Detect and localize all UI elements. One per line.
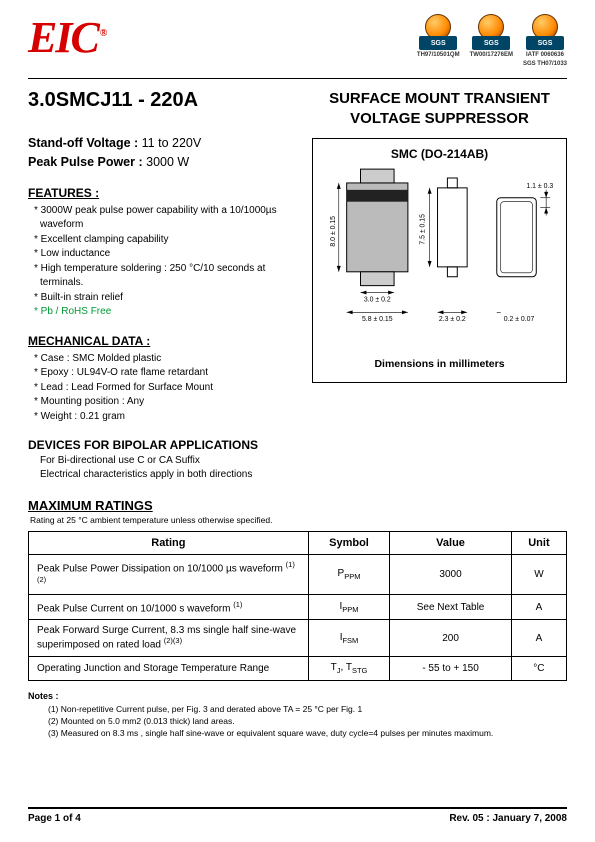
rating-cell: Peak Pulse Current on 10/1000 s waveform… xyxy=(29,595,309,620)
package-title: SMC (DO-214AB) xyxy=(321,147,558,161)
value-cell: 3000 xyxy=(390,555,512,595)
feature-item: * Pb / RoHS Free xyxy=(34,305,292,320)
feature-item: * 3000W peak pulse power capability with… xyxy=(34,204,292,233)
spec-standoff: Stand-off Voltage : 11 to 220V Peak Puls… xyxy=(28,134,292,172)
devices-body: For Bi-directional use C or CA SuffixEle… xyxy=(28,454,292,482)
cert-code: IATF 0060636 xyxy=(526,52,564,59)
symbol-cell: PPPM xyxy=(308,555,390,595)
cert-code-2: SGS TH07/1033 xyxy=(523,61,567,68)
standoff-label: Stand-off Voltage : xyxy=(28,136,138,150)
certification-badge: SGS TH97/10501QM xyxy=(417,12,460,68)
dim-7-5: 7.5 ± 0.15 xyxy=(420,214,427,245)
badge-icon: SGS xyxy=(472,12,510,50)
rating-cell: Operating Junction and Storage Temperatu… xyxy=(29,656,309,680)
mechanical-item: * Mounting position : Any xyxy=(34,395,292,410)
part-number: 3.0SMCJ11 - 220A xyxy=(28,89,292,112)
rating-cell: Peak Pulse Power Dissipation on 10/1000 … xyxy=(29,555,309,595)
table-body: Peak Pulse Power Dissipation on 10/1000 … xyxy=(29,555,567,680)
revision-date: Rev. 05 : January 7, 2008 xyxy=(449,813,567,824)
mechanical-list: * Case : SMC Molded plastic* Epoxy : UL9… xyxy=(28,352,292,425)
badge-icon: SGS xyxy=(419,12,457,50)
table-header-cell: Symbol xyxy=(308,532,390,555)
devices-line: For Bi-directional use C or CA Suffix xyxy=(40,454,292,468)
max-ratings-heading: MAXIMUM RATINGS xyxy=(28,498,567,513)
dim-2-3: 2.3 ± 0.2 xyxy=(439,317,466,324)
main-content: 3.0SMCJ11 - 220A Stand-off Voltage : 11 … xyxy=(0,89,595,482)
dim-5-8: 5.8 ± 0.15 xyxy=(362,317,393,324)
page-indicator: Page 1 of 4 xyxy=(28,813,81,824)
note-line: (1) Non-repetitive Current pulse, per Fi… xyxy=(48,703,567,715)
registered-mark: ® xyxy=(100,28,105,39)
right-column: SURFACE MOUNT TRANSIENT VOLTAGE SUPPRESS… xyxy=(312,89,567,482)
peakpower-label: Peak Pulse Power : xyxy=(28,155,143,169)
product-title-line2: VOLTAGE SUPPRESSOR xyxy=(350,110,529,127)
notes-body: (1) Non-repetitive Current pulse, per Fi… xyxy=(28,703,567,740)
table-header-cell: Rating xyxy=(29,532,309,555)
max-ratings-subtext: Rating at 25 °C ambient temperature unle… xyxy=(30,515,567,525)
table-row: Peak Pulse Current on 10/1000 s waveform… xyxy=(29,595,567,620)
unit-cell: °C xyxy=(511,656,566,680)
dim-1-1: 1.1 ± 0.3 xyxy=(526,183,553,190)
unit-cell: A xyxy=(511,595,566,620)
certification-badge: SGS IATF 0060636 SGS TH07/1033 xyxy=(523,12,567,68)
feature-item: * Low inductance xyxy=(34,247,292,262)
note-line: (2) Mounted on 5.0 mm2 (0.013 thick) lan… xyxy=(48,715,567,727)
dim-3-0: 3.0 ± 0.2 xyxy=(364,297,391,304)
dim-8-0: 8.0 ± 0.15 xyxy=(330,216,337,247)
mechanical-item: * Case : SMC Molded plastic xyxy=(34,352,292,367)
divider-top xyxy=(28,78,567,79)
badge-icon: SGS xyxy=(526,12,564,50)
table-row: Operating Junction and Storage Temperatu… xyxy=(29,656,567,680)
mechanical-item: * Lead : Lead Formed for Surface Mount xyxy=(34,381,292,396)
certification-badge: SGS TW00/17276EM xyxy=(470,12,513,68)
footer-divider xyxy=(28,807,567,809)
value-cell: See Next Table xyxy=(390,595,512,620)
unit-cell: A xyxy=(511,620,566,656)
unit-cell: W xyxy=(511,555,566,595)
product-title: SURFACE MOUNT TRANSIENT VOLTAGE SUPPRESS… xyxy=(312,89,567,128)
symbol-cell: TJ, TSTG xyxy=(308,656,390,680)
table-header-cell: Unit xyxy=(511,532,566,555)
cert-code: TH97/10501QM xyxy=(417,52,460,59)
mechanical-item: * Weight : 0.21 gram xyxy=(34,410,292,425)
peakpower-value: 3000 W xyxy=(143,155,190,169)
note-line: (3) Measured on 8.3 ms , single half sin… xyxy=(48,727,567,739)
left-column: 3.0SMCJ11 - 220A Stand-off Voltage : 11 … xyxy=(28,89,292,482)
table-header-cell: Value xyxy=(390,532,512,555)
logo-text: EIC xyxy=(28,13,98,62)
certifications: SGS TH97/10501QM SGS TW00/17276EM SGS IA… xyxy=(417,12,567,68)
header: EIC® SGS TH97/10501QM SGS TW00/17276EM S… xyxy=(0,0,595,72)
package-diagram-box: SMC (DO-214AB) 8.0 ± 0.15 3.0 ± 0.2 5.8 … xyxy=(312,138,567,383)
symbol-cell: IFSM xyxy=(308,620,390,656)
cert-code: TW00/17276EM xyxy=(470,52,513,59)
table-header-row: RatingSymbolValueUnit xyxy=(29,532,567,555)
feature-item: * Excellent clamping capability xyxy=(34,233,292,248)
notes-heading: Notes : xyxy=(28,691,567,701)
features-heading: FEATURES : xyxy=(28,186,292,200)
product-title-line1: SURFACE MOUNT TRANSIENT xyxy=(329,90,550,107)
dim-0-2: 0.2 ± 0.07 xyxy=(504,317,535,324)
footer: Page 1 of 4 Rev. 05 : January 7, 2008 xyxy=(28,807,567,824)
features-list: * 3000W peak pulse power capability with… xyxy=(28,204,292,320)
table-row: Peak Forward Surge Current, 8.3 ms singl… xyxy=(29,620,567,656)
feature-item: * High temperature soldering : 250 °C/10… xyxy=(34,262,292,291)
package-caption: Dimensions in millimeters xyxy=(321,358,558,370)
symbol-cell: IPPM xyxy=(308,595,390,620)
rating-cell: Peak Forward Surge Current, 8.3 ms singl… xyxy=(29,620,309,656)
value-cell: - 55 to + 150 xyxy=(390,656,512,680)
devices-heading: DEVICES FOR BIPOLAR APPLICATIONS xyxy=(28,438,292,452)
ratings-table: RatingSymbolValueUnit Peak Pulse Power D… xyxy=(28,531,567,680)
table-row: Peak Pulse Power Dissipation on 10/1000 … xyxy=(29,555,567,595)
footer-row: Page 1 of 4 Rev. 05 : January 7, 2008 xyxy=(28,813,567,824)
mechanical-heading: MECHANICAL DATA : xyxy=(28,334,292,348)
standoff-value: 11 to 220V xyxy=(138,136,201,150)
company-logo: EIC® xyxy=(28,12,105,63)
value-cell: 200 xyxy=(390,620,512,656)
feature-item: * Built-in strain relief xyxy=(34,291,292,306)
package-drawing: 8.0 ± 0.15 3.0 ± 0.2 5.8 ± 0.15 7.5 ± 0.… xyxy=(321,167,558,347)
mechanical-item: * Epoxy : UL94V-O rate flame retardant xyxy=(34,366,292,381)
devices-line: Electrical characteristics apply in both… xyxy=(40,468,292,482)
